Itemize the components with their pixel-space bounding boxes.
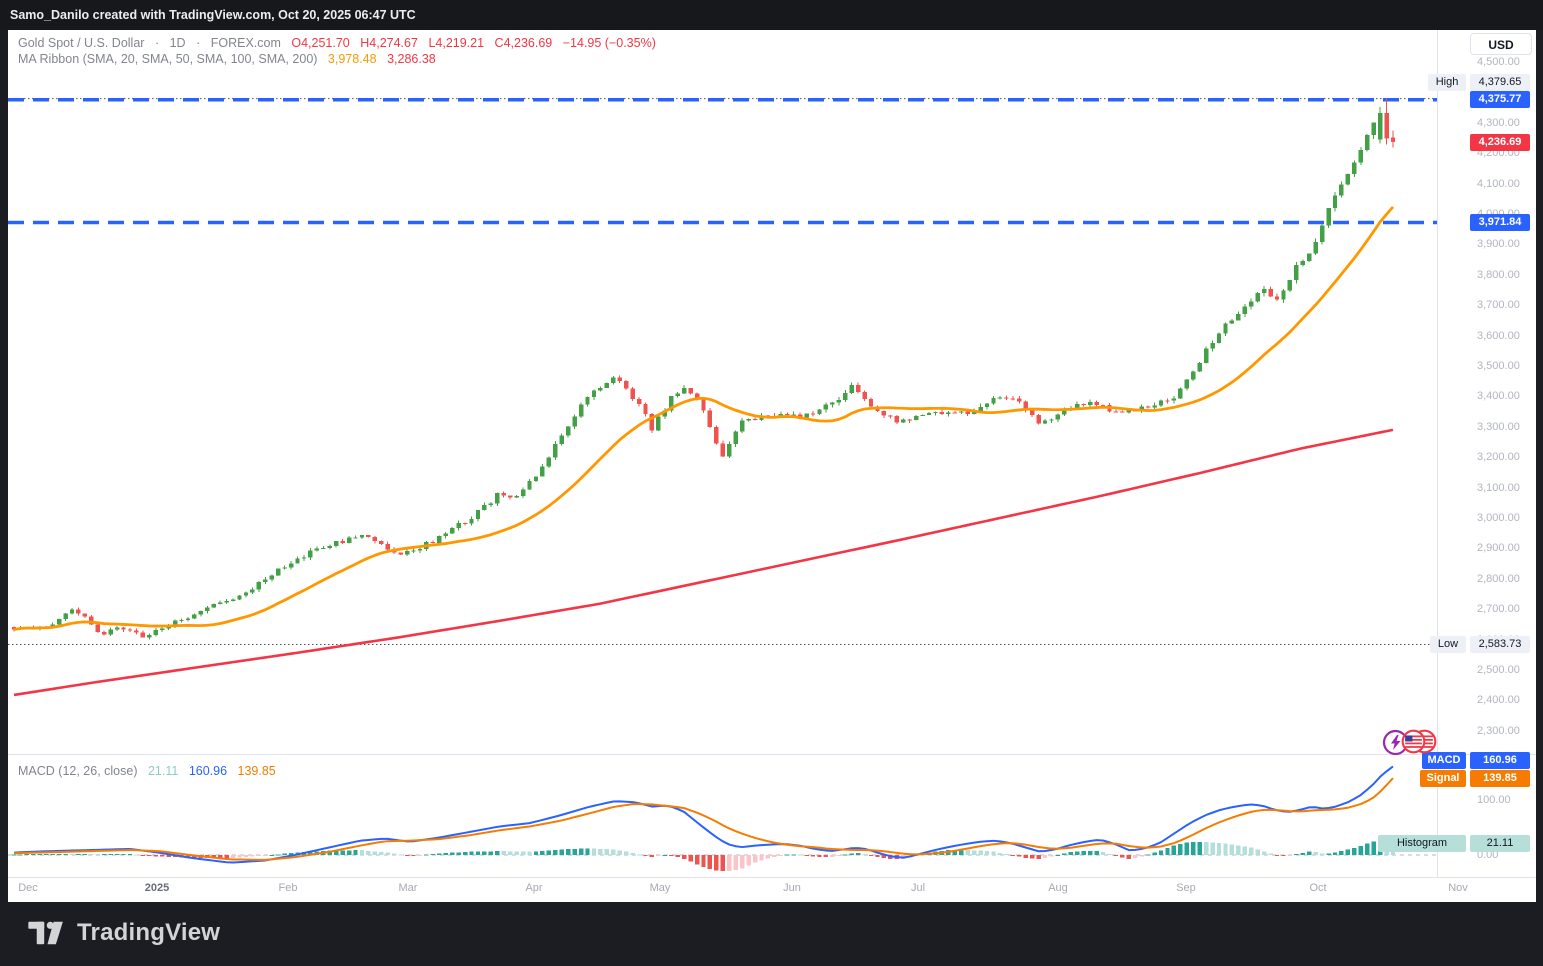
symbol-exchange: FOREX.com [210, 36, 281, 50]
low-price-badge: 2,583.73 [1470, 636, 1530, 654]
us-flag-event-icon[interactable] [1401, 729, 1426, 754]
low-label: L [428, 36, 436, 50]
attribution-text: Samo_Danilo created with TradingView.com… [10, 8, 416, 22]
candlestick-series [11, 98, 1396, 640]
macd-panel [8, 765, 1437, 872]
price-axis-tick: 3,300.00 [1477, 420, 1520, 433]
open-value: 4,251.70 [301, 36, 350, 50]
time-axis-tick: Apr [525, 882, 543, 894]
macd-legend-row[interactable]: MACD (12, 26, close) 21.11 160.96 139.85 [18, 763, 276, 779]
footer-bar: TradingView [0, 902, 1543, 966]
price-axis-tick: 3,200.00 [1477, 451, 1520, 464]
macd-line-value: 160.96 [188, 764, 228, 778]
time-axis[interactable]: Dec 2025 Feb Mar Apr May Jun Jul Aug Sep Oct Nov [8, 877, 1536, 902]
high-price-badge-label: High [1428, 74, 1466, 92]
price-axis-tick: 4,300.00 [1477, 116, 1520, 129]
currency-button[interactable]: USD [1470, 33, 1532, 55]
sma200-line [13, 428, 1394, 697]
lower-level-badge: 3,971.84 [1470, 214, 1530, 232]
macd-histogram [11, 840, 1396, 872]
price-axis-tick: 2,700.00 [1477, 603, 1520, 616]
close-label: C [494, 36, 504, 50]
chart-canvas[interactable] [8, 30, 1536, 902]
price-axis-tick: 3,900.00 [1477, 238, 1520, 251]
price-axis-tick: 2,400.00 [1477, 694, 1520, 707]
high-value: 4,274.67 [369, 36, 418, 50]
time-axis-tick: Aug [1048, 882, 1068, 894]
tradingview-logo-icon [28, 921, 63, 945]
price-axis-tick: 4,100.00 [1477, 177, 1520, 190]
macd-axis-tick: 0.00 [1477, 849, 1499, 861]
macd-axis-tick: 100.00 [1477, 794, 1511, 806]
symbol-title[interactable]: Gold Spot / U.S. Dollar [18, 36, 145, 50]
macd-title[interactable]: MACD (12, 26, close) [18, 764, 138, 778]
price-axis-tick: 3,800.00 [1477, 268, 1520, 281]
macd-value-badge: 160.96 [1470, 751, 1530, 769]
high-label: H [360, 36, 370, 50]
time-axis-tick: Nov [1448, 882, 1468, 894]
main-price-panel [8, 98, 1437, 697]
time-axis-tick: Mar [398, 882, 418, 894]
chart-area: Gold Spot / U.S. Dollar · 1D · FOREX.com… [8, 30, 1536, 902]
time-axis-tick: May [649, 882, 671, 894]
symbol-legend-row[interactable]: Gold Spot / U.S. Dollar · 1D · FOREX.com… [18, 35, 656, 51]
upper-level-badge: 4,375.77 [1470, 91, 1530, 109]
price-axis-tick: 3,400.00 [1477, 390, 1520, 403]
attribution-bar: Samo_Danilo created with TradingView.com… [0, 0, 1543, 30]
open-label: O [291, 36, 302, 50]
close-value: 4,236.69 [503, 36, 553, 50]
time-axis-tick: Jun [783, 882, 801, 894]
histogram-value-badge: 21.11 [1470, 834, 1530, 852]
time-axis-tick: Sep [1176, 882, 1196, 894]
panel-separator[interactable] [8, 754, 1536, 755]
time-axis-border [8, 877, 1536, 878]
signal-value-badge: 139.85 [1470, 769, 1530, 787]
histogram-value-badge-label: Histogram [1378, 834, 1466, 852]
price-axis-tick: 4,500.00 [1477, 56, 1520, 68]
macd-value-badge-label: MACD [1422, 751, 1466, 769]
macd-histogram-value: 21.11 [147, 764, 179, 778]
price-axis-tick: 3,000.00 [1477, 512, 1520, 524]
ma-ribbon-title[interactable]: MA Ribbon (SMA, 20, SMA, 50, SMA, 100, S… [18, 52, 318, 66]
legend-separator: · [196, 36, 201, 50]
tradingview-logo[interactable]: TradingView [28, 919, 220, 947]
price-axis-border [1437, 30, 1438, 877]
time-axis-tick: Dec [18, 882, 38, 894]
low-price-badge-label: Low [1430, 636, 1466, 654]
symbol-interval[interactable]: 1D [169, 36, 186, 50]
ma-ribbon-legend-row[interactable]: MA Ribbon (SMA, 20, SMA, 50, SMA, 100, S… [18, 51, 656, 67]
price-axis[interactable]: 4,500.004,400.004,300.004,200.004,100.00… [1378, 30, 1536, 877]
last-price-badge: 4,236.69 [1470, 133, 1530, 151]
currency-label: USD [1488, 38, 1514, 52]
timeline-event-icons [1382, 729, 1440, 757]
legend-separator: · [154, 36, 160, 50]
sma200-value: 3,286.38 [387, 52, 436, 66]
price-axis-tick: 2,500.00 [1477, 664, 1520, 676]
legend: Gold Spot / U.S. Dollar · 1D · FOREX.com… [18, 35, 656, 67]
price-axis-tick: 2,300.00 [1477, 724, 1520, 737]
sma20-value: 3,978.48 [327, 52, 377, 66]
price-axis-tick: 2,800.00 [1477, 572, 1520, 585]
signal-value-badge-label: Signal [1420, 769, 1466, 787]
tradingview-logo-text: TradingView [77, 919, 221, 946]
price-axis-tick: 3,500.00 [1477, 360, 1520, 372]
sma20-line [13, 205, 1395, 631]
macd-legend: MACD (12, 26, close) 21.11 160.96 139.85 [18, 763, 276, 779]
price-axis-tick: 3,600.00 [1477, 329, 1520, 342]
high-price-badge: 4,379.65 [1470, 74, 1530, 92]
time-axis-tick: Feb [278, 882, 298, 894]
macd-line [13, 765, 1394, 864]
time-axis-tick: Jul [910, 882, 926, 894]
price-axis-tick: 2,900.00 [1477, 542, 1520, 555]
macd-signal-line [13, 777, 1394, 861]
low-value: 4,219.21 [435, 36, 485, 50]
change-value: −14.95 (−0.35%) [562, 36, 656, 50]
price-axis-tick: 3,700.00 [1477, 299, 1520, 312]
time-axis-tick: 2025 [144, 882, 170, 894]
time-axis-tick: Oct [1309, 882, 1327, 894]
price-axis-tick: 3,100.00 [1477, 481, 1520, 494]
macd-signal-value: 139.85 [237, 764, 276, 778]
